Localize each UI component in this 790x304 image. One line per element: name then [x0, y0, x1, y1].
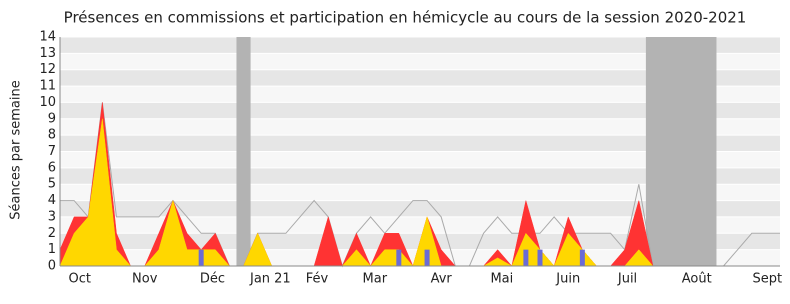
x-tick-label: Déc — [200, 272, 225, 287]
bar — [523, 249, 529, 266]
x-tick-label: Jan 21 — [249, 272, 291, 287]
bar — [579, 249, 585, 266]
y-tick-label: 11 — [39, 79, 56, 94]
y-tick-label: 14 — [39, 30, 56, 45]
x-tick-label: Fév — [306, 272, 329, 287]
y-tick-label: 0 — [48, 259, 56, 274]
x-tick-label: Nov — [132, 272, 158, 287]
x-tick-label: Mar — [363, 272, 388, 287]
vacation-band — [236, 37, 251, 266]
y-tick-label: 10 — [39, 95, 56, 110]
y-tick-label: 8 — [48, 128, 56, 143]
y-axis-label: Séances par semaine — [9, 80, 24, 219]
bar — [537, 249, 543, 266]
y-tick-label: 1 — [48, 242, 56, 257]
bar — [396, 249, 402, 266]
y-tick-label: 13 — [39, 46, 56, 61]
y-tick-label: 12 — [39, 62, 56, 77]
bar — [424, 249, 430, 266]
x-tick-label: Mai — [490, 272, 513, 287]
bar — [198, 249, 204, 266]
x-tick-label: Juil — [617, 272, 637, 287]
y-tick-label: 9 — [48, 111, 56, 126]
y-tick-label: 3 — [48, 209, 56, 224]
y-tick-label: 5 — [48, 177, 56, 192]
x-tick-label: Juin — [555, 272, 580, 287]
chart-title: Présences en commissions et participatio… — [64, 9, 747, 27]
y-tick-label: 6 — [48, 160, 56, 175]
x-tick-label: Oct — [69, 272, 91, 287]
x-tick-label: Août — [682, 272, 712, 287]
y-tick-label: 2 — [48, 226, 56, 241]
x-tick-label: Avr — [431, 272, 453, 287]
vacation-band — [645, 37, 717, 266]
y-tick-label: 7 — [48, 144, 56, 159]
x-tick-label: Sept — [752, 272, 782, 287]
y-tick-label: 4 — [48, 193, 56, 208]
